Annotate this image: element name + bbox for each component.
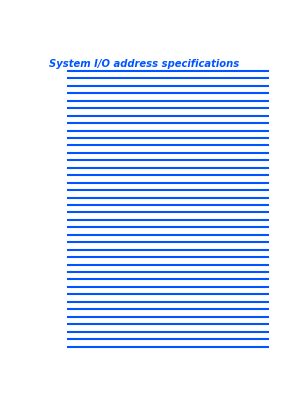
Text: System I/O address specifications: System I/O address specifications	[49, 59, 239, 69]
